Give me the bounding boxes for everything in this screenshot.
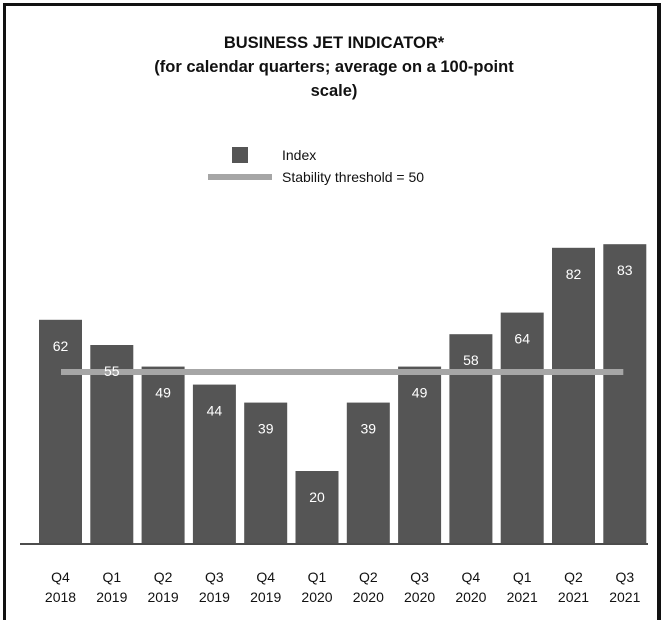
- x-tick-quarter-0: Q4: [51, 569, 70, 585]
- legend-swatch-index: [232, 147, 248, 163]
- data-label-9: 64: [514, 331, 530, 347]
- bar-2: [141, 366, 185, 543]
- chart-title-line-3: scale): [310, 82, 358, 100]
- bar-7: [398, 366, 442, 543]
- data-label-11: 83: [617, 262, 633, 278]
- chart-frame: [3, 3, 661, 620]
- data-label-7: 49: [412, 385, 428, 401]
- x-tick-quarter-11: Q3: [615, 569, 634, 585]
- bar-11: [603, 244, 647, 543]
- data-label-6: 39: [361, 421, 377, 437]
- bar-10: [552, 247, 595, 544]
- data-label-2: 49: [155, 385, 171, 401]
- x-tick-quarter-8: Q4: [462, 569, 481, 585]
- x-tick-quarter-10: Q2: [564, 569, 583, 585]
- bar-3: [192, 384, 236, 543]
- chart-title-line-2: (for calendar quarters; average on a 100…: [154, 58, 514, 76]
- bar-5: [295, 471, 339, 543]
- bar-4: [244, 402, 288, 543]
- data-label-10: 82: [566, 266, 582, 282]
- legend-label-index: Index: [282, 147, 317, 163]
- x-tick-year-4: 2019: [250, 589, 281, 605]
- x-tick-year-1: 2019: [96, 589, 127, 605]
- x-tick-quarter-2: Q2: [154, 569, 173, 585]
- x-tick-year-7: 2020: [404, 589, 435, 605]
- x-tick-quarter-9: Q1: [513, 569, 532, 585]
- x-tick-quarter-6: Q2: [359, 569, 378, 585]
- bar-9: [500, 312, 544, 543]
- data-label-1: 55: [104, 363, 120, 379]
- x-tick-year-3: 2019: [199, 589, 230, 605]
- chart-title: BUSINESS JET INDICATOR* (for calendar qu…: [0, 31, 668, 103]
- data-label-0: 62: [53, 338, 69, 354]
- bar-0: [39, 319, 82, 543]
- bar-1: [90, 345, 134, 543]
- data-label-4: 39: [258, 421, 274, 437]
- data-label-3: 44: [207, 403, 223, 419]
- x-tick-quarter-4: Q4: [256, 569, 275, 585]
- legend-label-threshold: Stability threshold = 50: [282, 169, 425, 185]
- x-tick-quarter-1: Q1: [102, 569, 121, 585]
- x-tick-quarter-5: Q1: [308, 569, 327, 585]
- chart-title-line-1: BUSINESS JET INDICATOR*: [223, 34, 445, 52]
- x-tick-year-5: 2020: [301, 589, 332, 605]
- x-tick-year-0: 2018: [45, 589, 76, 605]
- x-tick-year-9: 2021: [507, 589, 538, 605]
- x-tick-year-11: 2021: [609, 589, 640, 605]
- data-label-8: 58: [463, 352, 479, 368]
- x-tick-quarter-3: Q3: [205, 569, 224, 585]
- x-tick-year-8: 2020: [455, 589, 486, 605]
- data-label-5: 20: [309, 489, 325, 505]
- x-tick-quarter-7: Q3: [410, 569, 429, 585]
- x-tick-year-6: 2020: [353, 589, 384, 605]
- legend-swatch-threshold: [208, 174, 272, 180]
- x-tick-year-10: 2021: [558, 589, 589, 605]
- x-tick-year-2: 2019: [148, 589, 179, 605]
- bar-6: [346, 402, 390, 543]
